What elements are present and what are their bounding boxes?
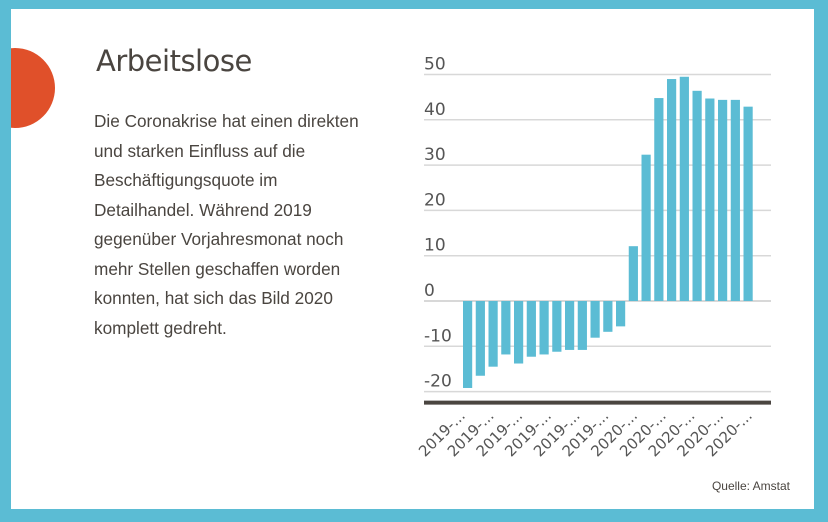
bar	[539, 301, 549, 355]
bar	[705, 98, 715, 301]
bar	[692, 90, 702, 301]
bar	[488, 301, 498, 367]
y-tick-label: 0	[424, 281, 435, 301]
bar	[565, 301, 575, 350]
y-tick-label: 10	[424, 236, 446, 256]
bar	[475, 301, 485, 376]
description-text: Die Coronakrise hat einen direkten und s…	[94, 111, 359, 338]
bar	[590, 301, 600, 338]
source-note: Quelle: Amstat	[711, 479, 790, 493]
bar	[501, 301, 511, 355]
bar	[641, 154, 651, 301]
bar	[718, 99, 728, 301]
page-title: Arbeitslose	[96, 44, 252, 78]
bar	[616, 301, 626, 327]
bar	[526, 301, 536, 357]
bar	[463, 301, 473, 388]
y-tick-label: -10	[424, 326, 452, 346]
y-tick-label: -20	[424, 372, 452, 392]
bar	[552, 301, 562, 352]
bar	[514, 301, 524, 364]
bar	[628, 246, 638, 301]
bar	[603, 301, 613, 332]
bar	[743, 106, 753, 302]
bar	[667, 79, 677, 301]
y-tick-label: 50	[424, 55, 446, 75]
bar	[730, 99, 740, 301]
bar	[679, 76, 689, 301]
bar	[654, 98, 664, 301]
y-tick-label: 30	[424, 145, 446, 165]
bar	[577, 301, 587, 350]
y-tick-label: 40	[424, 100, 446, 120]
y-tick-label: 20	[424, 190, 446, 210]
